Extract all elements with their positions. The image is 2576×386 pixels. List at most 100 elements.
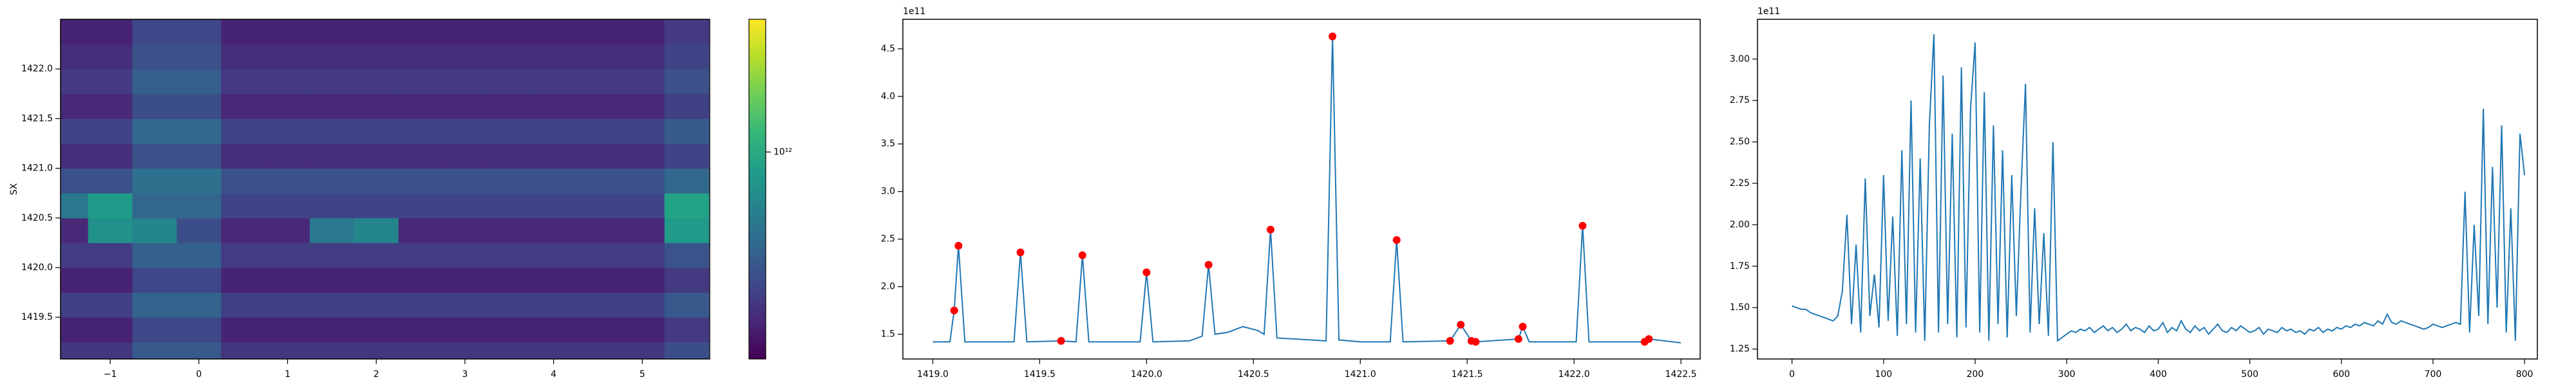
heatmap-cell [176,267,222,293]
y-tick-label: 1421.5 [21,113,53,124]
heatmap-cell [442,317,488,343]
heatmap-cell [221,19,266,45]
heatmap-cell [176,317,222,343]
line-series [1792,34,2526,342]
heatmap-cell [354,193,399,219]
heatmap-cell [265,342,310,359]
heatmap-cell [442,267,488,293]
heatmap-cell [265,168,310,194]
heatmap-cell [88,193,133,219]
heatmap-cell [265,317,310,343]
heatmap-cell [531,342,576,359]
heatmap-cell [442,217,488,243]
heatmap-cell [487,69,532,95]
x-tick-label: 4 [551,369,556,380]
heatmap-cell [221,267,266,293]
heatmap-cell [487,19,532,45]
heatmap-cell [61,267,89,293]
heatmap-cell [88,317,133,343]
heatmap-cell [664,44,710,69]
heatmap-cell [442,193,488,219]
heatmap-cell [88,19,133,45]
heatmap-cell [61,193,89,219]
heatmap-cell [88,292,133,318]
peak-marker [1519,322,1527,331]
heatmap-cell [176,93,222,119]
heatmap-cell [354,243,399,268]
heatmap-cell [265,118,310,144]
heatmap-cell [620,193,665,219]
heatmap-cell [132,118,177,144]
heatmap-cell [487,118,532,144]
heatmap-cell [487,317,532,343]
heatmap-cell [664,143,710,169]
x-tick-label: 600 [2333,369,2350,380]
heatmap-cell [176,342,222,359]
heatmap-cell [61,217,89,243]
heatmap-cell [531,143,576,169]
heatmap-cell [88,69,133,95]
heatmap-cell [354,143,399,169]
y-tick-label: 4.0 [881,91,895,102]
peak-marker [1016,248,1025,257]
heatmap-cell [576,69,621,95]
heatmap-cell [61,69,89,95]
heatmap-cell [531,292,576,318]
y-tick-label: 1420.5 [21,213,53,223]
heatmap-cell [132,317,177,343]
y-tick-label: 1.75 [1730,261,1750,271]
heatmap-cell [354,317,399,343]
peak-marker [1645,335,1653,343]
heatmap-cell [487,243,532,268]
heatmap-cell [221,44,266,69]
heatmap-cell [620,69,665,95]
heatmap-cell [531,168,576,194]
heatmap-cell [664,317,710,343]
heatmap-cell [88,143,133,169]
heatmap-cell [398,69,444,95]
heatmap-cell [132,193,177,219]
heatmap-cell [576,193,621,219]
heatmap-cell [531,69,576,95]
peak-marker [1078,251,1086,259]
heatmap-cell [132,342,177,359]
heatmap-cell [620,267,665,293]
heatmap-cell [398,193,444,219]
heatmap-cell [576,118,621,144]
heatmap-cell [620,243,665,268]
heatmap-cell [442,168,488,194]
heatmap-cell [664,19,710,45]
heatmap-cell [309,93,355,119]
heatmap-cell [664,217,710,243]
heatmap-cell [176,243,222,268]
heatmap-cell [221,93,266,119]
y-tick-label: 1420.0 [21,262,53,273]
y-tick-label: 2.0 [881,282,895,292]
peak-marker [1472,338,1480,346]
heatmap-cell [265,243,310,268]
heatmap-cell [61,342,89,359]
heatmap-cell [88,168,133,194]
heatmap-cell [398,292,444,318]
peak-marker [1142,268,1151,277]
heatmap-cell [265,267,310,293]
x-tick-label: 1421.0 [1345,369,1376,380]
x-tick-label: 1419.5 [1024,369,1056,380]
x-tick-label: 400 [2150,369,2167,380]
heatmap-cell [576,168,621,194]
heatmap-cell [354,342,399,359]
heatmap-cell [265,44,310,69]
x-tick-label: 1422.0 [1558,369,1590,380]
heatmap-cell [487,267,532,293]
heatmap-cell [309,44,355,69]
heatmap-cell [61,19,89,45]
heatmap-cell [309,342,355,359]
y-tick-label: 2.00 [1730,219,1750,230]
y-tick-label: 3.00 [1730,54,1750,64]
heatmap-cell [531,267,576,293]
heatmap-cell [221,217,266,243]
y-tick-label: 3.0 [881,187,895,197]
heatmap-cell [531,93,576,119]
heatmap-cell [309,19,355,45]
x-tick-label: 1420.5 [1238,369,1269,380]
